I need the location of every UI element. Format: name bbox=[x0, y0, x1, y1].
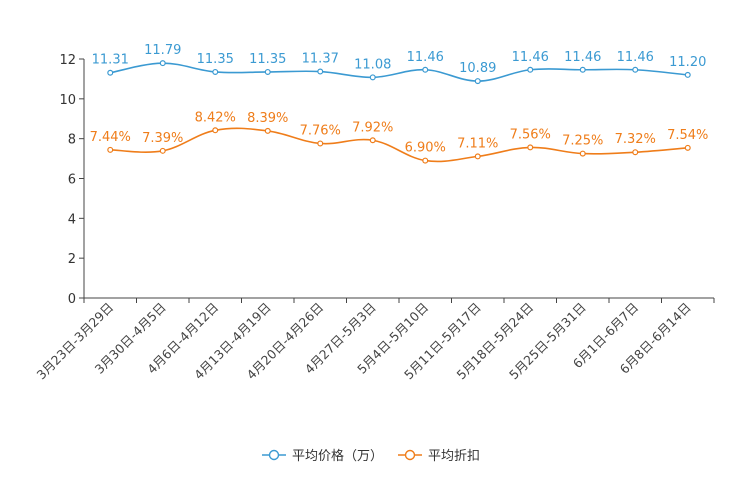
data-point bbox=[579, 150, 586, 157]
data-label: 7.44% bbox=[90, 130, 131, 145]
series-1: 11.31 11.79 11.35 11.35 11.37 11.08 11.46 10.89… bbox=[92, 43, 706, 85]
data-point bbox=[369, 137, 376, 144]
data-point bbox=[317, 68, 324, 75]
legend-label: 平均价格（万） bbox=[292, 448, 383, 464]
data-point bbox=[422, 157, 429, 164]
data-label: 11.31 bbox=[92, 53, 129, 68]
data-point bbox=[684, 71, 691, 78]
data-label: 11.46 bbox=[617, 50, 654, 65]
series-line bbox=[110, 62, 688, 82]
data-point bbox=[212, 68, 219, 75]
data-point bbox=[632, 66, 639, 73]
legend-marker-icon bbox=[268, 449, 280, 461]
data-label: 11.20 bbox=[669, 55, 706, 70]
y-tick-label: 0 bbox=[68, 292, 76, 307]
data-point bbox=[579, 66, 586, 73]
axes: 0246810123月23日-3月29日3月30日-4月5日4月6日-4月12日… bbox=[33, 53, 715, 382]
data-label: 7.76% bbox=[300, 123, 341, 138]
data-point bbox=[107, 146, 114, 153]
series-2: 7.44% 7.39% 8.42% 8.39% 7.76% 7.92% 6.90% 7.11%… bbox=[90, 110, 708, 164]
data-label: 7.56% bbox=[510, 127, 551, 142]
legend[interactable]: 平均价格（万） 平均折扣 bbox=[262, 448, 480, 464]
data-label: 7.11% bbox=[457, 136, 498, 151]
data-label: 7.32% bbox=[615, 132, 656, 147]
data-point bbox=[369, 74, 376, 81]
y-tick-label: 12 bbox=[59, 53, 76, 68]
data-point bbox=[422, 66, 429, 73]
data-label: 10.89 bbox=[459, 61, 496, 76]
data-point bbox=[684, 144, 691, 151]
data-label: 11.08 bbox=[354, 57, 391, 72]
data-point bbox=[159, 60, 166, 67]
legend-item-2[interactable]: 平均折扣 bbox=[398, 449, 480, 464]
data-point bbox=[212, 127, 219, 134]
data-point bbox=[632, 149, 639, 156]
y-tick-label: 8 bbox=[68, 133, 76, 148]
y-tick-label: 2 bbox=[68, 252, 76, 267]
data-label: 11.46 bbox=[564, 50, 601, 65]
data-point bbox=[474, 153, 481, 160]
data-label: 7.39% bbox=[142, 131, 183, 146]
data-point bbox=[527, 144, 534, 151]
data-label: 11.46 bbox=[512, 50, 549, 65]
legend-label: 平均折扣 bbox=[428, 449, 480, 464]
data-label: 6.90% bbox=[405, 141, 446, 156]
data-label: 7.54% bbox=[667, 128, 708, 143]
data-label: 7.25% bbox=[562, 134, 603, 149]
y-tick-label: 6 bbox=[68, 173, 76, 188]
data-point bbox=[474, 78, 481, 85]
data-label: 8.42% bbox=[195, 110, 236, 125]
data-label: 11.46 bbox=[407, 50, 444, 65]
data-label: 11.79 bbox=[144, 43, 181, 58]
data-point bbox=[527, 66, 534, 73]
data-label: 8.39% bbox=[247, 111, 288, 126]
data-point bbox=[264, 68, 271, 75]
data-point bbox=[317, 140, 324, 147]
data-label: 11.35 bbox=[197, 52, 234, 67]
series-line bbox=[110, 127, 688, 163]
data-point bbox=[107, 69, 114, 76]
y-tick-label: 10 bbox=[59, 93, 76, 108]
legend-marker-icon bbox=[404, 449, 416, 461]
data-label: 11.37 bbox=[302, 52, 339, 67]
data-point bbox=[264, 127, 271, 134]
series-layer: 11.31 11.79 11.35 11.35 11.37 11.08 11.46 10.89… bbox=[90, 43, 708, 164]
data-label: 7.92% bbox=[352, 120, 393, 135]
y-tick-label: 4 bbox=[68, 212, 76, 227]
legend-item-1[interactable]: 平均价格（万） bbox=[262, 448, 383, 464]
data-label: 11.35 bbox=[249, 52, 286, 67]
data-point bbox=[159, 147, 166, 154]
